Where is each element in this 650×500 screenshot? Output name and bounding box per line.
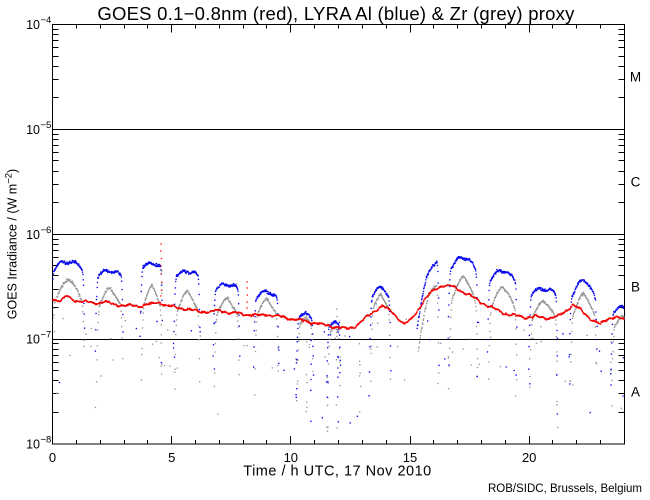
svg-text:−6: −6 [41, 225, 52, 236]
svg-text:10: 10 [26, 228, 40, 242]
svg-text:10: 10 [26, 18, 40, 32]
svg-text:−4: −4 [41, 15, 52, 26]
svg-text:10: 10 [26, 438, 40, 452]
svg-text:−8: −8 [41, 435, 52, 446]
svg-text:ROB/SIDC, Brussels, Belgium: ROB/SIDC, Brussels, Belgium [488, 483, 642, 495]
svg-text:−5: −5 [41, 120, 52, 131]
svg-text:10: 10 [26, 123, 40, 137]
svg-text:5: 5 [168, 450, 175, 465]
svg-text:B: B [631, 280, 640, 295]
svg-text:GOES Irradiance / (W m−2): GOES Irradiance / (W m−2) [4, 169, 20, 319]
svg-text:20: 20 [522, 450, 536, 465]
svg-text:A: A [631, 384, 640, 399]
svg-text:10: 10 [26, 333, 40, 347]
svg-text:GOES 0.1−0.8nm (red), LYRA Al: GOES 0.1−0.8nm (red), LYRA Al (blue) & Z… [97, 3, 575, 24]
svg-text:Time / h UTC, 17 Nov 2010: Time / h UTC, 17 Nov 2010 [243, 464, 431, 480]
svg-text:−7: −7 [41, 330, 52, 341]
svg-text:M: M [630, 70, 641, 85]
svg-text:15: 15 [403, 450, 417, 465]
svg-text:0: 0 [49, 450, 56, 465]
svg-text:C: C [631, 175, 641, 190]
svg-text:10: 10 [284, 450, 298, 465]
